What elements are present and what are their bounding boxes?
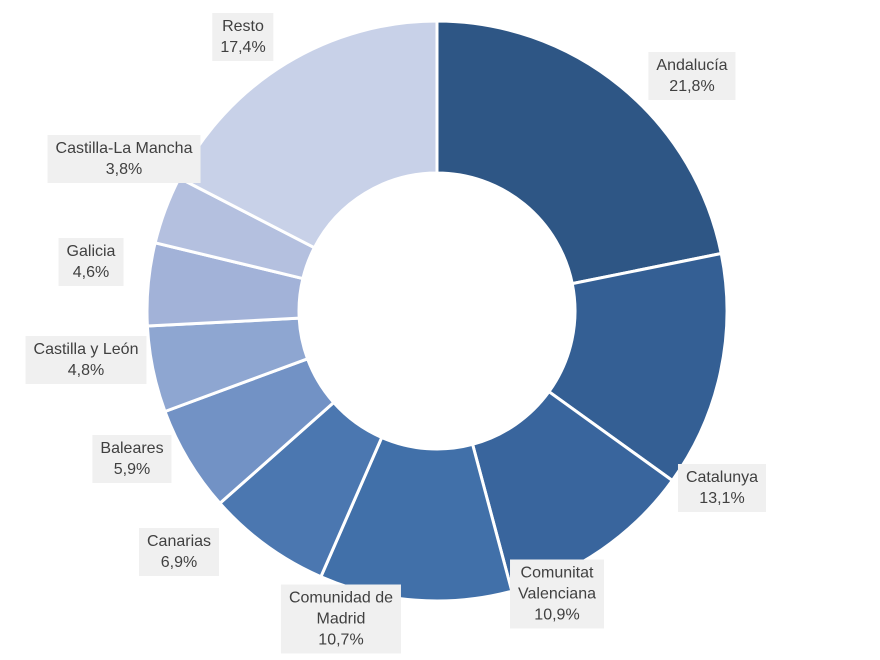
pie-slice-resto [177,19,439,250]
slice-label-name: Castilla-La Mancha [55,140,193,157]
slice-label-value: 13,1% [699,490,745,507]
slice-label-name: Galicia [66,243,116,260]
slice-label-baleares: Baleares 5,9% [92,435,172,483]
slice-label-castilla-y-leon: Castilla y León 4,8% [25,336,147,384]
slice-label-name: Comunidad de [288,589,394,607]
slice-label-value: 3,8% [105,161,143,178]
pie-slice-andalucia [435,19,723,286]
slice-label-name: Catalunya [685,469,759,486]
slice-label-name: Canarias [146,533,212,550]
slice-label-name: Castilla y León [33,341,139,358]
slice-label-value: 17,4% [220,39,266,56]
slice-label-castilla-la-mancha: Castilla-La Mancha 3,8% [47,135,201,183]
slice-label-name: Resto [222,18,264,35]
slice-label-value: 10,7% [318,631,364,649]
slice-label-value: 6,9% [160,554,198,571]
slice-label-resto: Resto 17,4% [212,13,274,61]
pie-slice-catalunya [547,251,729,482]
slice-label-name: Comunitat [520,564,594,582]
slice-label-value: 21,8% [669,78,715,95]
slice-label-value: 5,9% [113,461,151,478]
slice-label-canarias: Canarias 6,9% [138,528,220,576]
slice-label-name: Baleares [100,440,164,457]
slice-label-name: Madrid [316,610,366,628]
slice-label-comunitat-valenciana: Comunitat Valenciana 10,9% [510,559,604,629]
slice-label-comunidad-de-madrid: Comunidad de Madrid 10,7% [280,584,402,654]
slice-label-andalucia: Andalucía 21,8% [648,52,736,100]
slice-label-value: 4,6% [72,264,110,281]
slice-label-name: Andalucía [656,57,728,74]
slice-label-name: Valenciana [518,585,596,603]
slice-label-value: 10,9% [534,606,580,624]
slice-label-galicia: Galicia 4,6% [58,238,124,286]
slice-label-catalunya: Catalunya 13,1% [677,464,767,512]
slice-label-value: 4,8% [67,362,105,379]
